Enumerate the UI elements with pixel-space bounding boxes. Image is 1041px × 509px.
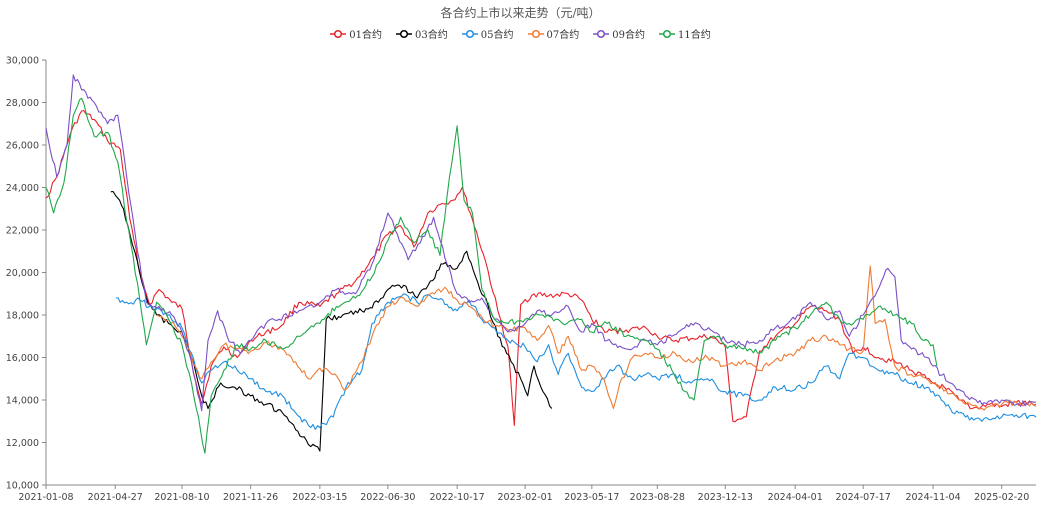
series-line-3 [115,293,1037,430]
legend-item[interactable]: 11合约 [658,26,711,41]
x-tick-label: 2021-08-10 [154,492,209,503]
y-tick-label: 22,000 [6,226,39,237]
legend-item[interactable]: 07合约 [527,26,580,41]
legend-item[interactable]: 01合约 [330,26,382,41]
series-line-1 [45,109,1037,427]
x-tick-label: 2024-04-01 [768,492,823,503]
x-tick-label: 2023-08-28 [630,492,685,503]
legend-label: 01合约 [349,30,383,41]
legend-swatch [330,29,347,38]
x-tick-label: 2021-01-08 [18,492,73,503]
legend-label: 07合约 [546,30,580,41]
legend-swatch [396,29,413,38]
x-tick-label: 2024-07-17 [836,492,891,503]
legend-swatch [461,29,478,38]
legend-item[interactable]: 05合约 [461,26,514,41]
legend-label: 05合约 [480,30,514,41]
legend-swatch [658,29,675,38]
series-line-5 [45,74,1037,412]
y-tick-label: 26,000 [6,141,39,152]
axes-group: 10,000 12,000 14,000 16,000 18,000 20,000 22,0… [6,56,1036,503]
legend-swatch [593,29,610,38]
y-tick-label: 30,000 [6,56,39,67]
y-tick-label: 10,000 [6,481,39,492]
series-line-2 [110,190,553,452]
legend-item[interactable]: 09合约 [593,26,645,41]
chart-title: 各合约上市以来走势（元/吨） [440,6,601,20]
series-line-6 [45,97,938,454]
series-layer [45,74,1037,454]
chart-legend: 01合约 03合约 05合约 07合约 09合约 11合约 [0,26,1041,41]
y-tick-label: 14,000 [6,396,39,407]
y-tick-label: 24,000 [6,183,39,194]
x-tick-label: 2022-03-15 [292,492,347,503]
legend-label: 03合约 [415,30,448,41]
x-tick-label: 2025-02-20 [974,492,1029,503]
y-tick-label: 16,000 [6,353,39,364]
x-tick-label: 2023-05-17 [564,492,619,503]
x-tick-label: 2023-02-01 [498,492,553,503]
legend-label: 11合约 [677,30,711,41]
x-tick-label: 2021-11-26 [223,492,278,503]
legend-label: 09合约 [612,30,645,41]
x-tick-label: 2022-10-17 [430,492,485,503]
x-tick-label: 2022-06-30 [360,492,415,503]
y-tick-label: 28,000 [6,98,39,109]
series-line-4 [156,265,1037,411]
legend-swatch [527,29,544,38]
y-tick-label: 20,000 [6,268,39,279]
legend-item[interactable]: 03合约 [396,26,448,41]
y-tick-label: 18,000 [6,311,39,322]
x-tick-label: 2021-04-27 [88,492,143,503]
y-tick-label: 12,000 [6,438,39,449]
x-tick-label: 2024-11-04 [905,492,960,503]
x-tick-label: 2023-12-13 [698,492,753,503]
